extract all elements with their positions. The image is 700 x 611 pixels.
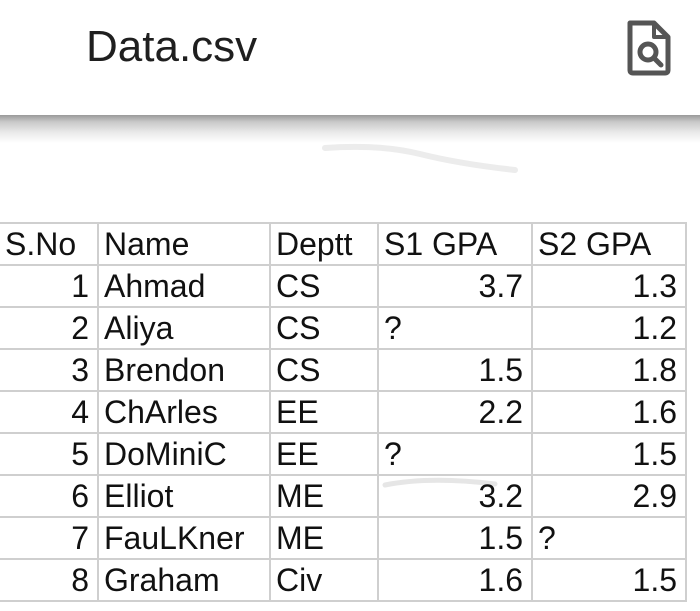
cell-sno[interactable]: 4 [0,390,99,434]
cell-name[interactable]: ChArles [97,390,271,434]
cell-sno[interactable]: 3 [0,348,99,392]
cell-s1-gpa[interactable]: 1.5 [377,348,533,392]
cell-s2-gpa[interactable]: 1.6 [531,390,687,434]
cell-sno[interactable]: 7 [0,516,99,560]
table-row: 8 Graham Civ 1.6 1.5 [0,558,687,602]
document-search-button[interactable] [624,20,674,76]
cell-name[interactable]: Aliya [97,306,271,350]
table-row: 6 Elliot ME 3.2 2.9 [0,474,687,518]
cell-dept[interactable]: Civ [269,558,379,602]
cell-s1-gpa[interactable]: 1.5 [377,516,533,560]
cell-s1-gpa[interactable]: 3.7 [377,264,533,308]
cell-s1-gpa[interactable]: ? [377,432,533,476]
cell-s2-gpa[interactable]: 1.5 [531,558,687,602]
cell-s2-gpa[interactable]: 1.2 [531,306,687,350]
cell-dept[interactable]: ME [269,516,379,560]
cell-dept[interactable]: CS [269,264,379,308]
csv-table: S.No Name Deptt S1 GPA S2 GPA 1 Ahmad CS 3.… [0,222,687,602]
cell-name[interactable]: Graham [97,558,271,602]
column-header-sno[interactable]: S.No [0,222,99,266]
document-search-icon [627,20,671,76]
column-header-s2-gpa[interactable]: S2 GPA [531,222,687,266]
cell-dept[interactable]: CS [269,306,379,350]
table-row: 3 Brendon CS 1.5 1.8 [0,348,687,392]
cell-s2-gpa[interactable]: ? [531,516,687,560]
cell-sno[interactable]: 8 [0,558,99,602]
column-header-dept[interactable]: Deptt [269,222,379,266]
column-header-s1-gpa[interactable]: S1 GPA [377,222,533,266]
table-row: 4 ChArles EE 2.2 1.6 [0,390,687,434]
cell-name[interactable]: Elliot [97,474,271,518]
cell-sno[interactable]: 5 [0,432,99,476]
cell-s2-gpa[interactable]: 1.3 [531,264,687,308]
cell-name[interactable]: FauLKner [97,516,271,560]
cell-sno[interactable]: 1 [0,264,99,308]
cell-s1-gpa[interactable]: ? [377,306,533,350]
file-title: Data.csv [86,22,258,71]
cell-sno[interactable]: 2 [0,306,99,350]
table-row: 7 FauLKner ME 1.5? [0,516,687,560]
cell-sno[interactable]: 6 [0,474,99,518]
table-row: 5 DoMiniC EE? 1.5 [0,432,687,476]
cell-dept[interactable]: EE [269,432,379,476]
cell-s1-gpa[interactable]: 1.6 [377,558,533,602]
column-header-name[interactable]: Name [97,222,271,266]
app-header: Data.csv [0,0,700,120]
smudge-mark [322,143,518,173]
cell-dept[interactable]: ME [269,474,379,518]
header-shadow [0,115,700,143]
cell-s2-gpa[interactable]: 1.8 [531,348,687,392]
cell-s2-gpa[interactable]: 2.9 [531,474,687,518]
table-row: 1 Ahmad CS 3.7 1.3 [0,264,687,308]
table-row: 2 Aliya CS? 1.2 [0,306,687,350]
cell-dept[interactable]: EE [269,390,379,434]
cell-s2-gpa[interactable]: 1.5 [531,432,687,476]
cell-name[interactable]: Ahmad [97,264,271,308]
cell-name[interactable]: Brendon [97,348,271,392]
table-header-row: S.No Name Deptt S1 GPA S2 GPA [0,222,687,266]
cell-dept[interactable]: CS [269,348,379,392]
cell-name[interactable]: DoMiniC [97,432,271,476]
cell-s1-gpa[interactable]: 3.2 [377,474,533,518]
cell-s1-gpa[interactable]: 2.2 [377,390,533,434]
